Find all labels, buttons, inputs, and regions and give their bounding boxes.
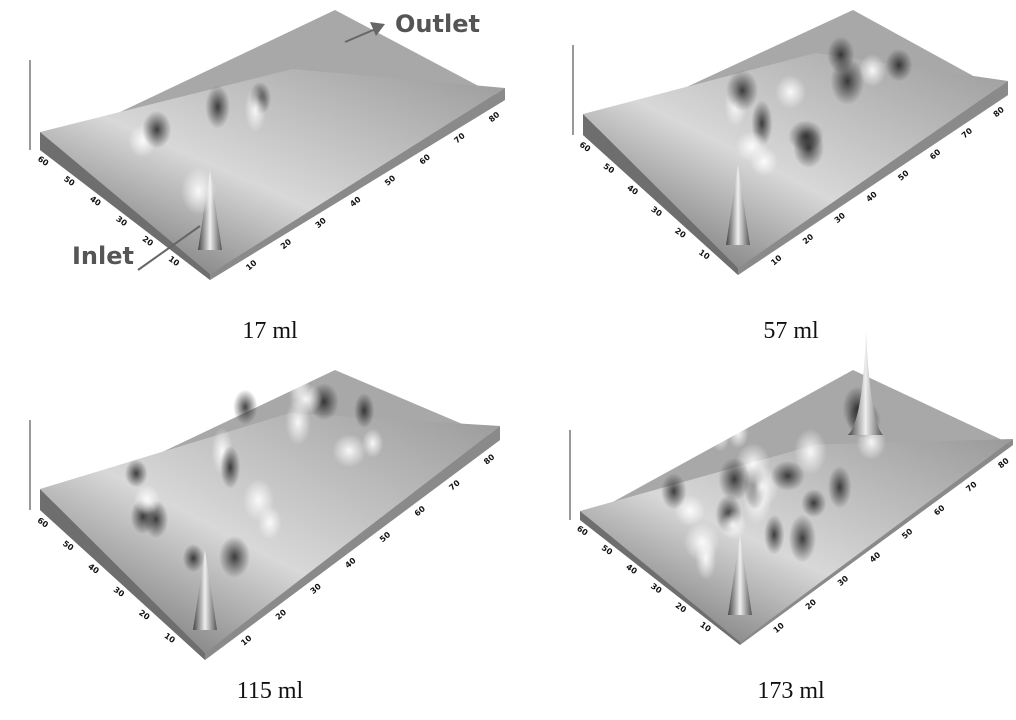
surface-shade xyxy=(233,390,257,425)
x-tick-label: 70 xyxy=(964,479,979,493)
surface-shade xyxy=(285,399,310,446)
surface-shade xyxy=(771,461,805,491)
surface-shade xyxy=(801,489,826,517)
surface-shade xyxy=(362,428,383,457)
x-tick-label: 20 xyxy=(274,607,289,621)
x-tick-label: 30 xyxy=(314,216,329,230)
surface-shade xyxy=(219,536,250,578)
caption: 173 ml xyxy=(757,678,825,704)
y-tick-label: 30 xyxy=(112,585,127,599)
y-tick-label: 10 xyxy=(697,248,712,262)
y-tick-label: 50 xyxy=(61,539,76,553)
caption: 115 ml xyxy=(237,678,304,704)
y-tick-label: 10 xyxy=(698,620,713,634)
x-tick-label: 80 xyxy=(996,456,1011,470)
y-tick-label: 30 xyxy=(649,582,664,596)
surface-shade xyxy=(181,167,216,214)
surface-shade xyxy=(332,434,366,467)
surface-shade xyxy=(134,485,160,515)
y-tick-label: 60 xyxy=(36,516,51,530)
surface-shade xyxy=(830,58,864,105)
x-tick-label: 70 xyxy=(452,131,467,145)
surface-shade xyxy=(674,44,701,82)
surface-shade xyxy=(727,417,748,448)
x-tick-label: 60 xyxy=(932,503,947,517)
surface-panel: 10 20 30 40 50 60 10 20 30 40 50 60 70 80 57 ml xyxy=(573,0,1008,344)
surface-shade xyxy=(828,466,852,509)
y-tick-label: 40 xyxy=(86,562,101,576)
surface-shade xyxy=(183,544,204,572)
y-tick-label: 10 xyxy=(162,631,177,645)
y-tick-label: 50 xyxy=(600,543,615,557)
surface-shade xyxy=(220,446,240,489)
y-tick-label: 40 xyxy=(624,562,639,576)
x-tick-label: 80 xyxy=(487,110,502,124)
surface-shade xyxy=(726,70,758,111)
x-tick-label: 70 xyxy=(447,478,462,492)
surface-shade xyxy=(354,393,374,428)
surface-shade xyxy=(245,87,266,133)
x-tick-label: 40 xyxy=(865,189,880,203)
x-tick-label: 30 xyxy=(833,211,848,225)
surface-shade xyxy=(720,511,746,540)
y-tick-label: 20 xyxy=(674,601,689,615)
x-tick-label: 40 xyxy=(868,550,883,564)
surface-panel: 10 20 30 40 50 60 10 20 30 40 50 60 70 80 115 ml xyxy=(30,357,500,704)
surface-shade xyxy=(718,457,750,501)
caption: 57 ml xyxy=(763,318,819,344)
x-tick-label: 10 xyxy=(239,633,254,647)
x-tick-label: 20 xyxy=(804,597,819,611)
x-tick-label: 50 xyxy=(900,527,915,541)
surface-shade xyxy=(764,515,784,555)
inlet-label: Inlet xyxy=(72,242,134,270)
y-tick-label: 30 xyxy=(649,205,664,219)
surface-shade xyxy=(885,49,912,82)
outlet-label: Outlet xyxy=(395,10,480,38)
surface-shade xyxy=(125,459,148,487)
surface-shade xyxy=(205,85,230,129)
y-tick-label: 60 xyxy=(578,140,593,154)
x-tick-label: 70 xyxy=(960,126,975,140)
y-tick-label: 40 xyxy=(625,183,640,197)
x-tick-label: 20 xyxy=(801,232,816,246)
surface-shade xyxy=(661,473,687,509)
figure: 10 20 30 40 50 60 10 20 30 40 50 60 70 80 17 ml 10 20 30 4… xyxy=(0,0,1016,720)
x-tick-label: 30 xyxy=(309,582,324,596)
x-tick-label: 50 xyxy=(896,168,911,182)
x-tick-label: 80 xyxy=(482,452,497,466)
y-tick-label: 60 xyxy=(575,524,590,538)
surface-shade xyxy=(772,0,804,21)
x-tick-label: 50 xyxy=(378,530,393,544)
x-tick-label: 10 xyxy=(244,258,259,272)
surface-shade xyxy=(736,131,768,162)
surface-shade xyxy=(258,506,282,540)
surface-shade xyxy=(775,75,806,109)
x-tick-label: 40 xyxy=(343,556,358,570)
surface-panel: 10 20 30 40 50 60 10 20 30 40 50 60 70 80 173 ml xyxy=(570,330,1013,704)
y-tick-label: 20 xyxy=(137,608,152,622)
x-tick-label: 20 xyxy=(279,237,294,251)
x-tick-label: 40 xyxy=(348,194,363,208)
x-tick-label: 60 xyxy=(418,152,433,166)
surface-shade xyxy=(142,111,171,149)
surface-shade xyxy=(695,537,716,580)
x-tick-label: 30 xyxy=(836,574,851,588)
x-tick-label: 80 xyxy=(992,105,1007,119)
x-tick-label: 10 xyxy=(769,253,784,267)
x-tick-label: 10 xyxy=(772,621,787,635)
y-tick-label: 50 xyxy=(602,162,617,176)
surface-shade xyxy=(793,127,824,168)
caption: 17 ml xyxy=(242,318,298,344)
y-tick-label: 20 xyxy=(673,226,688,240)
x-tick-label: 60 xyxy=(928,147,943,161)
x-tick-label: 60 xyxy=(413,504,428,518)
surface-shade xyxy=(789,515,816,563)
x-tick-label: 50 xyxy=(383,173,398,187)
